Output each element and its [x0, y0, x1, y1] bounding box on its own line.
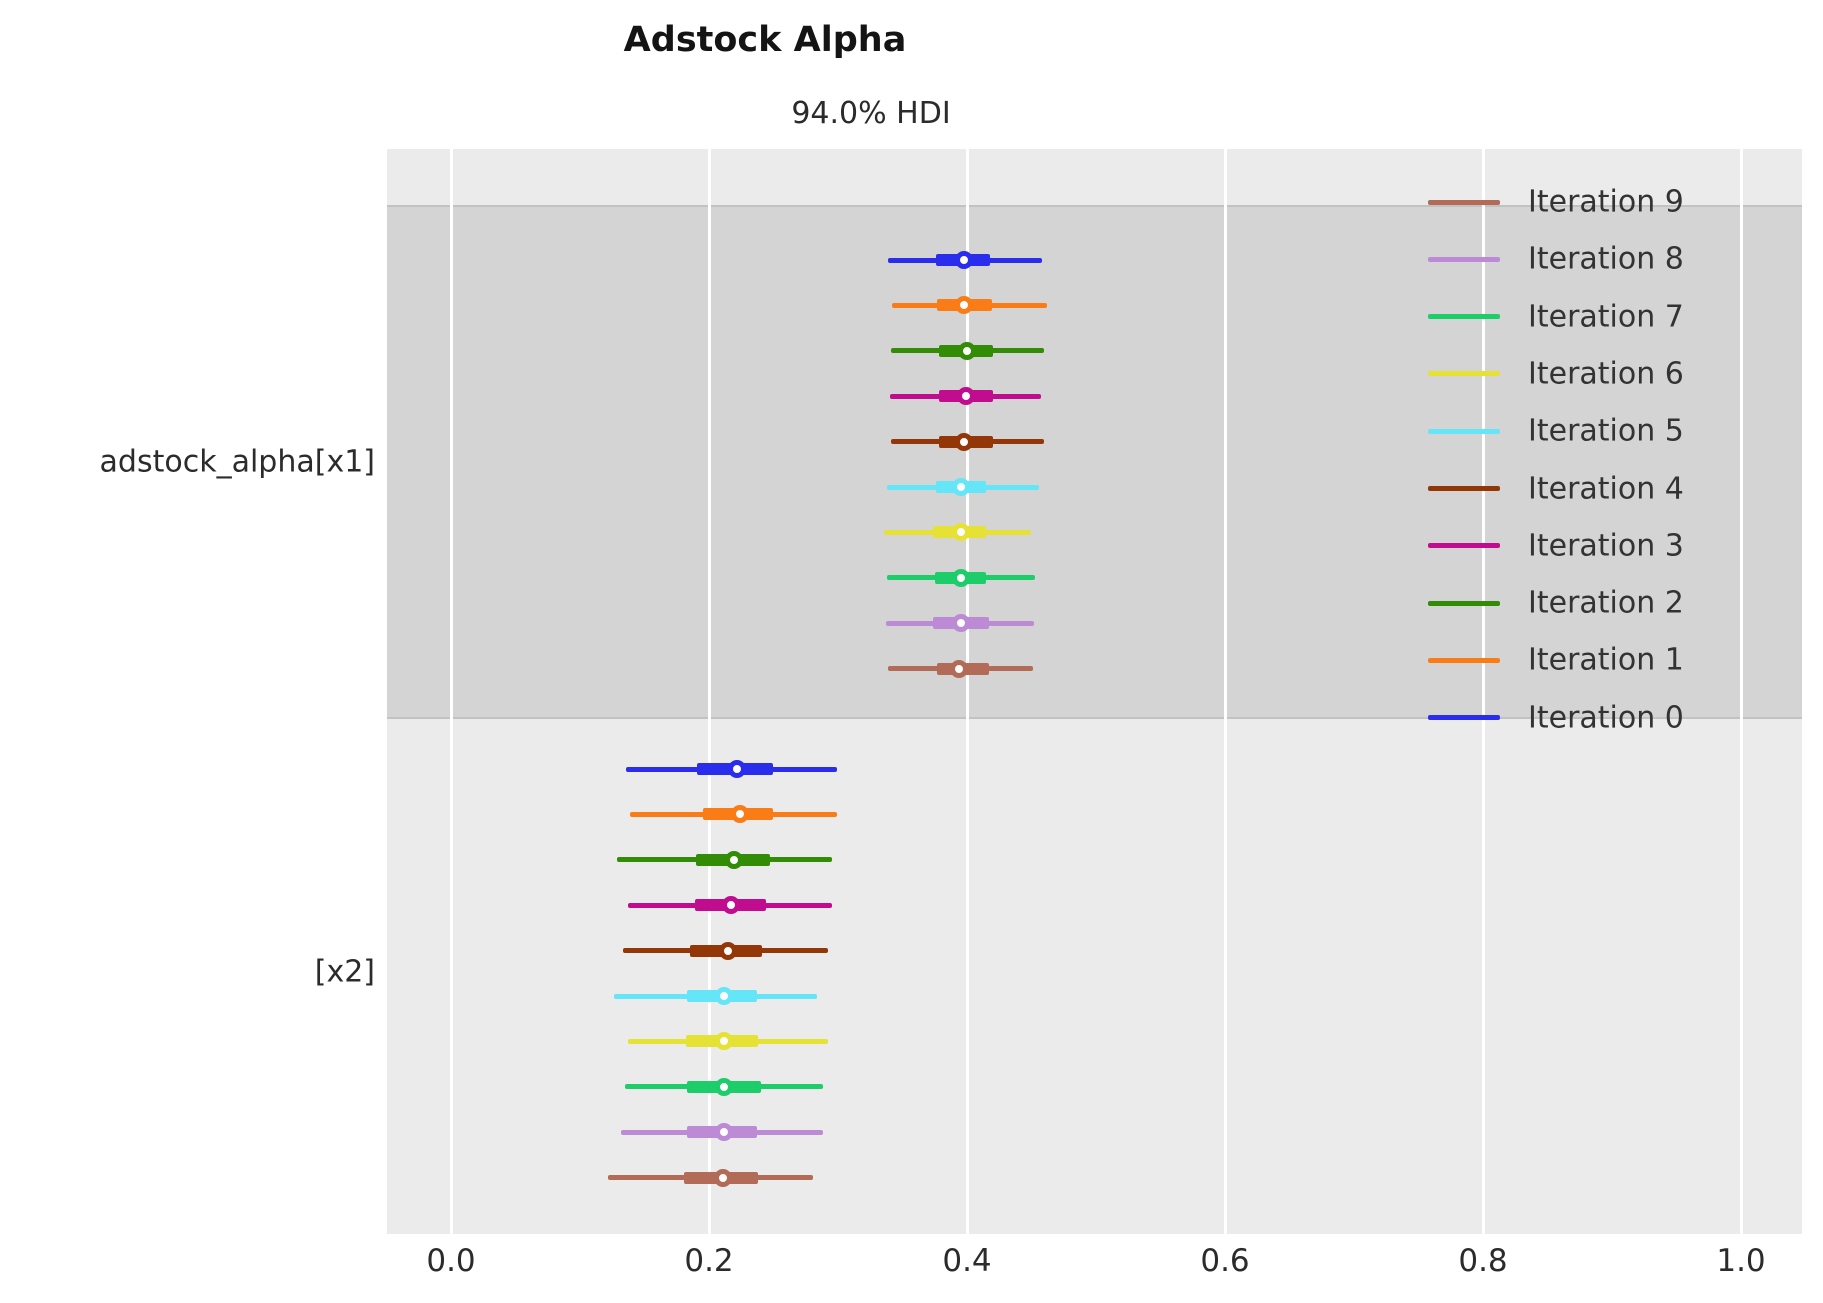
x-gridline — [707, 149, 711, 1234]
x-axis-tick-label: 0.4 — [942, 1243, 992, 1279]
legend-line-swatch — [1428, 371, 1500, 377]
x-gridline — [449, 149, 453, 1234]
median-point-marker — [721, 896, 740, 915]
x-axis-tick-label: 0.6 — [1200, 1243, 1250, 1279]
legend-line-swatch — [1428, 543, 1500, 549]
median-point-marker — [958, 341, 976, 360]
median-point-marker — [715, 1032, 734, 1051]
y-axis-group-label: [x2] — [314, 954, 375, 990]
median-point-marker — [724, 850, 743, 869]
legend-line-swatch — [1428, 657, 1500, 663]
median-point-marker — [955, 251, 974, 269]
group-shading-band — [387, 205, 1802, 719]
x-axis-tick-label: 1.0 — [1716, 1243, 1766, 1279]
x-axis-tick-label: 0.2 — [684, 1243, 734, 1279]
legend-entry-label: Iteration 7 — [1528, 299, 1684, 335]
median-point-marker — [951, 478, 970, 496]
median-point-marker — [950, 659, 969, 678]
median-point-marker — [715, 987, 734, 1005]
legend-entry-label: Iteration 8 — [1528, 241, 1684, 277]
median-point-marker — [956, 387, 975, 406]
x-gridline — [1739, 149, 1743, 1234]
legend-line-swatch — [1428, 600, 1500, 606]
legend-entry-label: Iteration 9 — [1528, 184, 1684, 220]
legend-entry-label: Iteration 3 — [1528, 528, 1684, 564]
median-point-marker — [955, 432, 974, 451]
median-point-marker — [714, 1168, 733, 1187]
legend-line-swatch — [1428, 428, 1500, 434]
legend-entry-label: Iteration 1 — [1528, 642, 1684, 678]
median-point-marker — [951, 614, 970, 633]
legend-line-swatch — [1428, 486, 1500, 491]
median-point-marker — [955, 296, 974, 315]
median-point-marker — [951, 523, 970, 542]
legend-line-swatch — [1428, 715, 1500, 721]
median-point-marker — [719, 941, 738, 960]
x-axis-tick-label: 0.8 — [1458, 1243, 1508, 1279]
legend-entry-label: Iteration 2 — [1528, 585, 1684, 621]
median-point-marker — [728, 760, 747, 778]
median-point-marker — [715, 1077, 734, 1096]
legend-line-swatch — [1428, 199, 1500, 205]
legend-line-swatch — [1428, 314, 1500, 320]
figure-title: Adstock Alpha — [623, 20, 907, 60]
y-axis-group-label: adstock_alpha[x1] — [99, 444, 375, 480]
legend-entry-label: Iteration 4 — [1528, 471, 1684, 506]
x-gridline — [1481, 149, 1485, 1234]
legend-entry-label: Iteration 0 — [1528, 700, 1684, 736]
x-gridline — [1223, 149, 1227, 1234]
x-axis-tick-label: 0.0 — [426, 1243, 476, 1279]
legend-line-swatch — [1428, 256, 1500, 262]
median-point-marker — [951, 568, 970, 587]
median-point-marker — [715, 1123, 734, 1142]
legend-entry-label: Iteration 5 — [1528, 413, 1684, 449]
plot-area: Iteration 9 Iteration 8 Iteration 7 Iterati… — [387, 149, 1802, 1234]
legend-entry-label: Iteration 6 — [1528, 356, 1684, 392]
median-point-marker — [730, 805, 749, 824]
x-gridline — [965, 149, 969, 1234]
axes-title: 94.0% HDI — [791, 96, 951, 131]
